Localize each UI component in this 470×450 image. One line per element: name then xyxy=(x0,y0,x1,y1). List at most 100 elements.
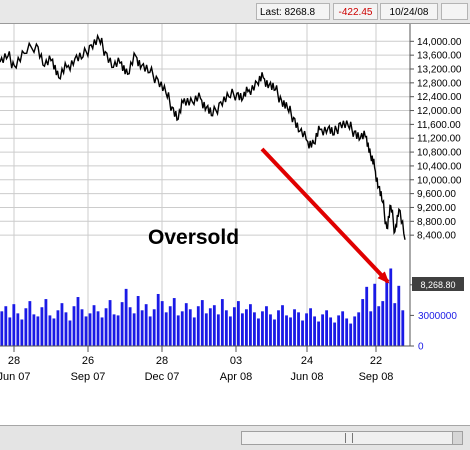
volume-bar xyxy=(172,298,176,346)
volume-bar xyxy=(253,312,256,346)
volume-bar xyxy=(76,297,80,346)
volume-bar xyxy=(132,313,136,346)
volume-tick-label: 3000000 xyxy=(418,311,457,322)
volume-bar xyxy=(317,321,320,346)
volume-bar xyxy=(56,310,60,346)
price-tick-label: 12,400.00 xyxy=(417,92,462,103)
volume-bar xyxy=(224,310,228,346)
volume-bar xyxy=(176,315,180,346)
volume-bar xyxy=(337,315,341,346)
price-tick-label: 13,600.00 xyxy=(417,51,462,62)
volume-bar xyxy=(245,309,248,346)
volume-bar xyxy=(357,312,361,346)
price-tick-label: 11,200.00 xyxy=(417,134,461,145)
date-month-label: Sep 08 xyxy=(359,371,394,383)
last-price-label: Last: xyxy=(260,7,282,18)
volume-bar xyxy=(36,316,40,346)
chart-grid xyxy=(0,24,410,346)
date-day-label: 03 xyxy=(230,355,242,367)
last-price-field: Last: 8268.8 xyxy=(256,3,330,20)
volume-bar xyxy=(389,268,393,346)
date-day-label: 28 xyxy=(8,355,20,367)
price-tick-label: 13,200.00 xyxy=(417,65,462,76)
volume-bar xyxy=(369,311,373,346)
quote-toolbar: Last: 8268.8 -422.45 10/24/08 xyxy=(0,0,470,24)
price-tick-label: 14,000.00 xyxy=(417,37,462,48)
price-axis-ticks: 14,000.00 13,600.00 13,200.00 12,800.00 12,4… xyxy=(410,37,462,242)
volume-bar xyxy=(136,296,140,346)
volume-bar xyxy=(160,301,164,346)
date-day-label: 26 xyxy=(82,355,94,367)
volume-bar xyxy=(393,303,397,346)
toolbar-spare-field xyxy=(441,3,468,20)
chart-scrollbar-area xyxy=(0,425,470,450)
volume-bar xyxy=(128,307,132,346)
volume-bar xyxy=(124,288,128,346)
volume-bar xyxy=(184,303,188,346)
volume-bar xyxy=(321,314,325,346)
volume-bar xyxy=(204,313,208,346)
volume-bar xyxy=(329,317,333,346)
volume-bar xyxy=(381,301,385,346)
scrollbar-thumb[interactable] xyxy=(345,433,353,443)
volume-bar xyxy=(200,300,204,346)
volume-axis-ticks: 600000030000000 xyxy=(410,280,457,353)
price-tick-label: 8,400.00 xyxy=(417,231,456,242)
volume-bar xyxy=(80,309,84,346)
volume-bar xyxy=(240,313,244,346)
volume-bar xyxy=(180,311,184,346)
price-tick-label: 10,000.00 xyxy=(417,175,462,186)
date-month-label: Jun 08 xyxy=(290,371,323,383)
volume-bar xyxy=(168,306,172,346)
volume-bar xyxy=(84,316,88,346)
date-month-label: Dec 07 xyxy=(145,371,180,383)
volume-bar xyxy=(232,307,236,346)
price-tick-label: 10,400.00 xyxy=(417,161,462,172)
volume-bar xyxy=(44,299,48,346)
volume-bar xyxy=(249,304,252,346)
volume-bar xyxy=(353,316,357,346)
price-tick-label: 12,800.00 xyxy=(417,78,462,89)
oversold-annotation: Oversold xyxy=(148,226,239,249)
volume-bar xyxy=(68,320,72,346)
volume-bar xyxy=(140,310,144,346)
volume-bar xyxy=(313,316,316,346)
price-tick-label: 8,800.00 xyxy=(417,217,456,228)
date-day-label: 28 xyxy=(156,355,168,367)
volume-bar xyxy=(188,309,192,346)
volume-bar xyxy=(60,303,64,346)
volume-bar xyxy=(112,314,116,346)
quote-date-field: 10/24/08 xyxy=(380,3,438,20)
volume-bar xyxy=(192,317,196,346)
volume-bar xyxy=(16,313,20,346)
volume-bar xyxy=(144,304,148,346)
volume-bar xyxy=(120,302,124,346)
volume-bar xyxy=(377,306,381,346)
volume-bar xyxy=(293,309,296,346)
volume-bar xyxy=(401,310,405,346)
price-line xyxy=(0,33,406,240)
volume-bar xyxy=(24,308,28,346)
date-axis-ticks: 28 Jun 07 26 Sep 07 28 Dec 07 03 Apr 08 24 Jun 08… xyxy=(0,346,393,383)
volume-bar xyxy=(277,310,280,346)
volume-bar xyxy=(28,301,32,346)
volume-bar xyxy=(32,314,36,346)
volume-bar xyxy=(257,318,260,346)
volume-bar xyxy=(88,313,92,346)
volume-bar xyxy=(96,311,100,346)
volume-bar xyxy=(92,305,96,346)
volume-bar xyxy=(148,316,152,346)
stock-chart: 14,000.00 13,600.00 13,200.00 12,800.00 12,4… xyxy=(0,24,464,383)
date-month-label: Apr 08 xyxy=(220,371,252,383)
volume-bar xyxy=(309,308,312,346)
volume-bar xyxy=(236,301,240,346)
volume-bar xyxy=(373,283,377,346)
volume-bar xyxy=(164,312,168,346)
volume-bar xyxy=(333,322,337,346)
volume-bar xyxy=(220,299,224,346)
volume-bar xyxy=(305,313,308,346)
price-tick-label: 12,000.00 xyxy=(417,106,462,117)
volume-bar xyxy=(72,306,76,346)
scroll-right-button[interactable] xyxy=(452,432,462,444)
volume-bar xyxy=(216,314,220,346)
